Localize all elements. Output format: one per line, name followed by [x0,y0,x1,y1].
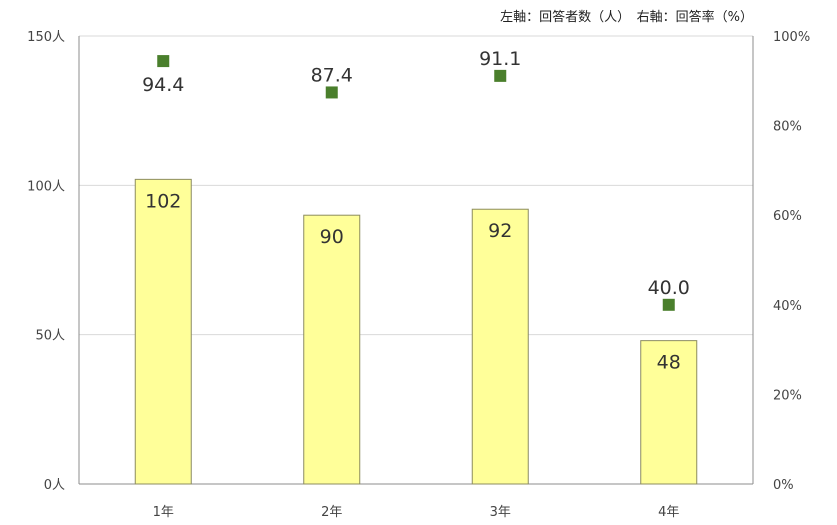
bar [303,214,361,485]
bar-value-label: 92 [488,220,512,242]
y-right-tick-label: 60% [773,209,802,224]
y-left-tick-label: 100人 [27,179,65,194]
y-left-tick-label: 0人 [44,478,65,493]
rate-value-label: 40.0 [648,277,690,299]
x-tick-label: 4年 [658,505,679,520]
bar [134,178,192,485]
y-right-tick-label: 80% [773,120,802,135]
bar-value-label: 90 [320,226,344,248]
bar [640,340,698,485]
rate-marker [325,86,338,99]
bar-value-label: 48 [657,352,681,374]
rate-value-label: 94.4 [142,74,184,96]
y-right-tick-label: 0% [773,478,794,493]
rate-value-label: 87.4 [311,64,353,86]
y-right-tick-label: 20% [773,388,802,403]
x-tick-label: 3年 [490,505,511,520]
rate-marker [494,69,507,82]
y-left-tick-label: 50人 [35,329,65,344]
x-tick-label: 2年 [321,505,342,520]
rate-marker [157,55,170,68]
rate-marker [662,298,675,311]
x-tick-label: 1年 [153,505,174,520]
y-left-tick-label: 150人 [27,30,65,45]
bar [471,208,529,485]
bar-value-label: 102 [145,190,181,212]
axis-legend-note: 左軸：回答者数（人） 右軸：回答率（%） [500,10,753,25]
y-right-tick-label: 100% [773,30,810,45]
rate-value-label: 91.1 [479,48,521,70]
y-right-tick-label: 40% [773,299,802,314]
